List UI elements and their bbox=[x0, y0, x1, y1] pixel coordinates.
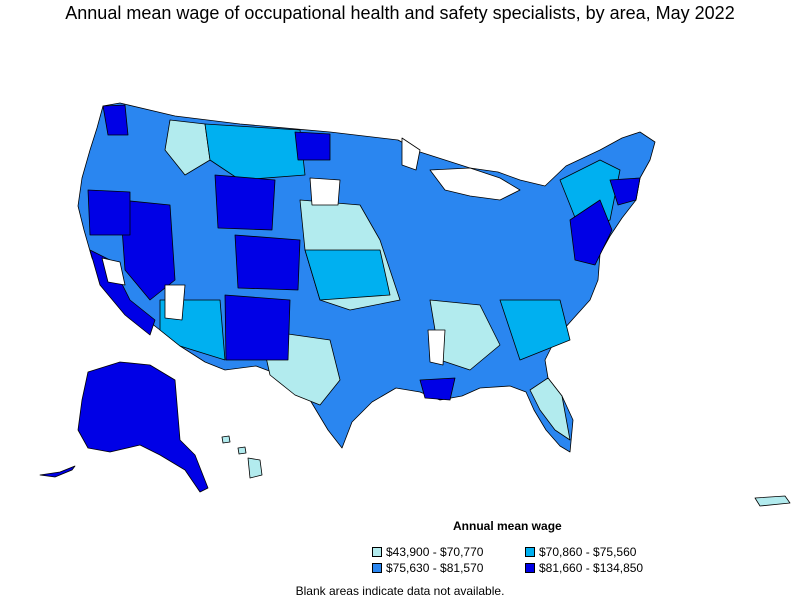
puerto-rico bbox=[754, 495, 791, 507]
legend-label-1: $43,900 - $70,770 bbox=[386, 545, 484, 559]
legend-title: Annual mean wage bbox=[453, 519, 562, 533]
blank-areas-note: Blank areas indicate data not available. bbox=[295, 584, 505, 598]
hawaii-big-island bbox=[247, 457, 263, 479]
region-blank-2 bbox=[164, 284, 186, 321]
great-lakes-water bbox=[429, 167, 521, 201]
legend-label-3: $75,630 - $81,570 bbox=[386, 561, 484, 575]
region-high-new-england bbox=[609, 177, 641, 206]
region-blank-4 bbox=[427, 329, 446, 366]
region-blank-3 bbox=[101, 257, 126, 286]
alaska bbox=[77, 361, 209, 493]
hawaii-oahu bbox=[221, 435, 231, 444]
legend-label-2: $70,860 - $75,560 bbox=[539, 545, 637, 559]
region-high-northdakota bbox=[294, 131, 331, 161]
legend-item-1: $43,900 - $70,770 bbox=[372, 545, 483, 559]
region-low-northwest bbox=[164, 119, 211, 176]
hawaii-maui bbox=[237, 446, 247, 455]
region-high-newmexico bbox=[224, 294, 291, 361]
region-high-gulf bbox=[419, 377, 456, 401]
region-high-wyoming bbox=[214, 174, 276, 231]
legend-label-4: $81,660 - $134,850 bbox=[539, 561, 644, 575]
region-high-nevada bbox=[119, 199, 176, 301]
region-low-florida bbox=[529, 377, 571, 441]
legend-item-2: $70,860 - $75,560 bbox=[525, 545, 636, 559]
legend-item-4: $81,660 - $134,850 bbox=[525, 561, 643, 575]
legend-swatch-2 bbox=[525, 547, 535, 557]
legend-item-3: $75,630 - $81,570 bbox=[372, 561, 483, 575]
map-title: Annual mean wage of occupational health … bbox=[65, 3, 735, 23]
legend-swatch-3 bbox=[372, 563, 382, 573]
region-high-colorado bbox=[234, 234, 301, 291]
region-mid-montana bbox=[204, 123, 306, 181]
region-blank-5 bbox=[401, 137, 421, 171]
region-high-oregon bbox=[87, 189, 131, 236]
region-blank-1 bbox=[309, 177, 341, 206]
region-high-midatlantic bbox=[569, 199, 613, 266]
legend-swatch-1 bbox=[372, 547, 382, 557]
region-high-washington bbox=[102, 104, 129, 136]
region-mid-kansas bbox=[304, 249, 391, 301]
region-mid-southeast bbox=[499, 299, 571, 361]
legend-swatch-4 bbox=[525, 563, 535, 573]
aleutians bbox=[39, 465, 76, 478]
